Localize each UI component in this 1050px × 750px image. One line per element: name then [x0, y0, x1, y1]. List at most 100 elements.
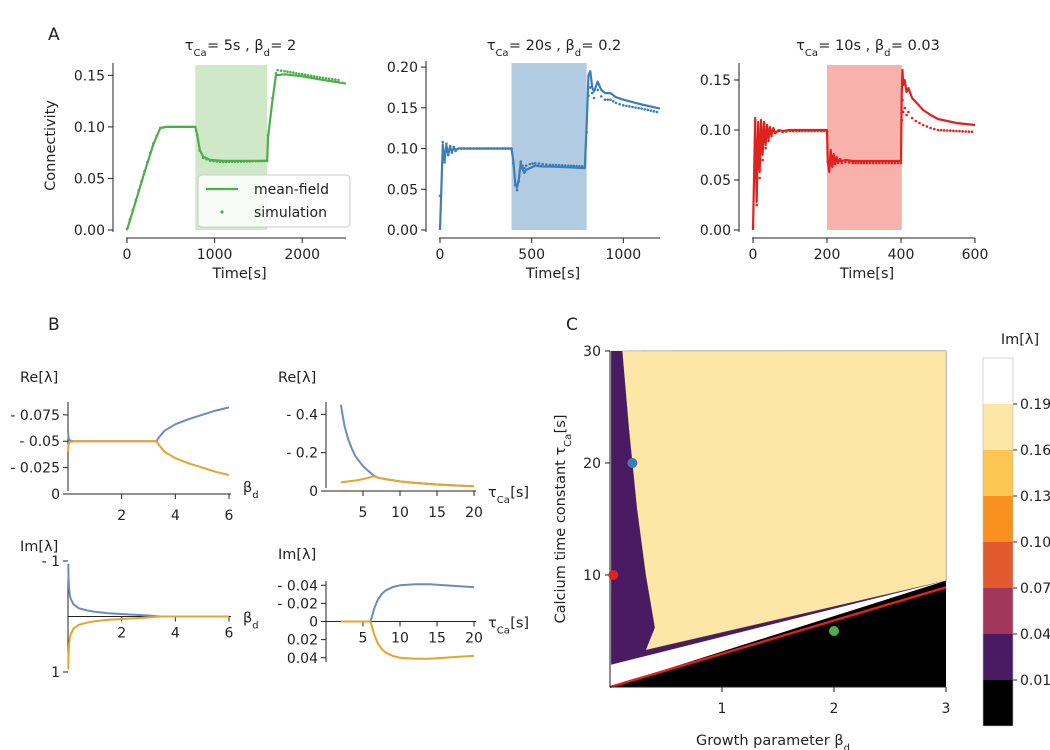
simulation-point: [918, 121, 921, 125]
simulation-point: [614, 101, 618, 105]
simulation-point: [592, 96, 596, 100]
simulation-point: [131, 208, 135, 212]
x-tick-label: 1000: [197, 247, 233, 263]
simulation-point: [454, 149, 457, 153]
simulation-point: [970, 130, 974, 134]
simulation-point: [865, 161, 869, 165]
simulation-point: [254, 159, 257, 163]
x-tick-label: 20: [465, 631, 483, 647]
simulation-point: [646, 108, 650, 112]
y-axis-label: Re[λ]: [278, 370, 316, 386]
x-axis-label: Time[s]: [211, 266, 266, 282]
y-axis-label: Calcium time constant τCa [s]: [553, 414, 574, 623]
simulation-point: [847, 161, 851, 164]
simulation-point: [469, 147, 472, 150]
simulation-point: [265, 159, 269, 163]
chart-c-phase-diagram: 10 20 30 1 2 3 Growth parameter βd Calcium tim…: [553, 344, 950, 750]
colorbar-bin: [983, 588, 1013, 634]
eigenvalue-curve: [67, 440, 230, 476]
simulation-point: [772, 128, 775, 132]
x-tick-label: 2: [830, 701, 839, 717]
simulation-point: [949, 129, 952, 132]
simulation-point: [825, 129, 829, 133]
simulation-point: [515, 188, 519, 192]
simulation-point: [182, 125, 186, 129]
simulation-point: [580, 165, 584, 168]
simulation-point: [523, 166, 526, 170]
simulation-point: [477, 147, 481, 150]
simulation-point: [655, 110, 659, 114]
simulation-point: [537, 162, 541, 165]
x-tick-label: 500: [518, 247, 545, 263]
simulation-point: [819, 129, 823, 133]
simulation-point: [572, 164, 576, 168]
simulation-point: [788, 129, 792, 133]
colorbar: Im[λ] 0.19 0.16 0.13 0.10 0.07 0.04 0.01: [982, 332, 1050, 727]
simulation-point: [631, 105, 634, 109]
x-tick-label: 10: [391, 505, 409, 521]
simulation-point: [773, 131, 777, 135]
simulation-point: [289, 70, 292, 74]
x-tick-label: 6: [225, 626, 234, 642]
simulation-point: [512, 161, 515, 165]
y-tick-label: 0: [309, 484, 318, 500]
chart-title: τCa = 10s , βd = 0.03: [796, 38, 940, 59]
x-tick-label: 4: [171, 626, 180, 642]
simulation-point: [649, 109, 653, 112]
eigenvalue-curve: [340, 475, 475, 488]
simulation-point: [890, 161, 894, 165]
chart-a2-mean-field-vs-simulation: 0.00 0.05 0.10 0.15 0.20 0 500 1000 Time[s] τCa =…: [387, 38, 661, 282]
colorbar-label: Im[λ]: [1001, 332, 1039, 348]
y-tick-label: - 0.025: [10, 461, 60, 477]
simulation-point: [457, 147, 460, 150]
simulation-point: [492, 147, 496, 150]
simulation-point: [201, 156, 205, 160]
colorbar-tick-label: 0.04: [1020, 627, 1050, 643]
simulation-point: [168, 125, 171, 129]
simulation-point: [921, 123, 925, 127]
x-axis-label: Time[s]: [525, 266, 580, 282]
simulation-point: [765, 128, 769, 132]
simulation-point: [777, 129, 781, 133]
chart-b3-im-lambda-beta: 2 4 6 1 - 1Im[λ] βd: [20, 539, 259, 681]
simulation-point: [330, 77, 334, 81]
simulation-point: [504, 147, 507, 150]
simulation-point: [215, 160, 219, 163]
simulation-point: [257, 159, 260, 163]
simulation-point: [794, 129, 798, 133]
x-tick-label: 1: [718, 701, 727, 717]
simulation-point: [829, 150, 832, 154]
parameter-point: [829, 626, 839, 636]
simulation-point: [622, 104, 625, 107]
colorbar-tick-label: 0.16: [1020, 443, 1050, 459]
colorbar-tick-label: 0.19: [1020, 397, 1050, 413]
simulation-point: [554, 163, 558, 167]
simulation-point: [822, 129, 826, 133]
y-tick-label: 0.05: [387, 182, 418, 198]
simulation-point: [797, 129, 801, 133]
simulation-point: [583, 165, 587, 168]
simulation-point: [835, 157, 838, 161]
simulation-point: [208, 159, 212, 163]
simulation-point: [801, 129, 804, 133]
x-tick-label: 5: [359, 505, 368, 521]
y-tick-label: 0.10: [700, 123, 731, 139]
legend-dot-swatch: [220, 210, 224, 214]
simulation-point: [551, 163, 555, 167]
x-tick-label: 15: [428, 505, 446, 521]
simulation-point: [967, 130, 971, 133]
simulation-point: [590, 91, 594, 95]
simulation-point: [878, 161, 881, 165]
simulation-point: [271, 96, 274, 100]
series-simulation: [125, 68, 340, 231]
eigenvalue-curve: [340, 620, 475, 660]
x-tick-label: 2: [117, 626, 126, 642]
colorbar-tick-label: 0.10: [1020, 535, 1050, 551]
chart-b2-re-lambda-tau: 5 10 15 20 0 - 0.2 - 0.4 Re[λ] τCa [s]: [278, 370, 529, 521]
simulation-point: [893, 161, 897, 165]
simulation-point: [868, 161, 872, 165]
x-tick-label: 600: [962, 247, 989, 263]
simulation-point: [832, 154, 835, 158]
simulation-point: [587, 94, 590, 97]
